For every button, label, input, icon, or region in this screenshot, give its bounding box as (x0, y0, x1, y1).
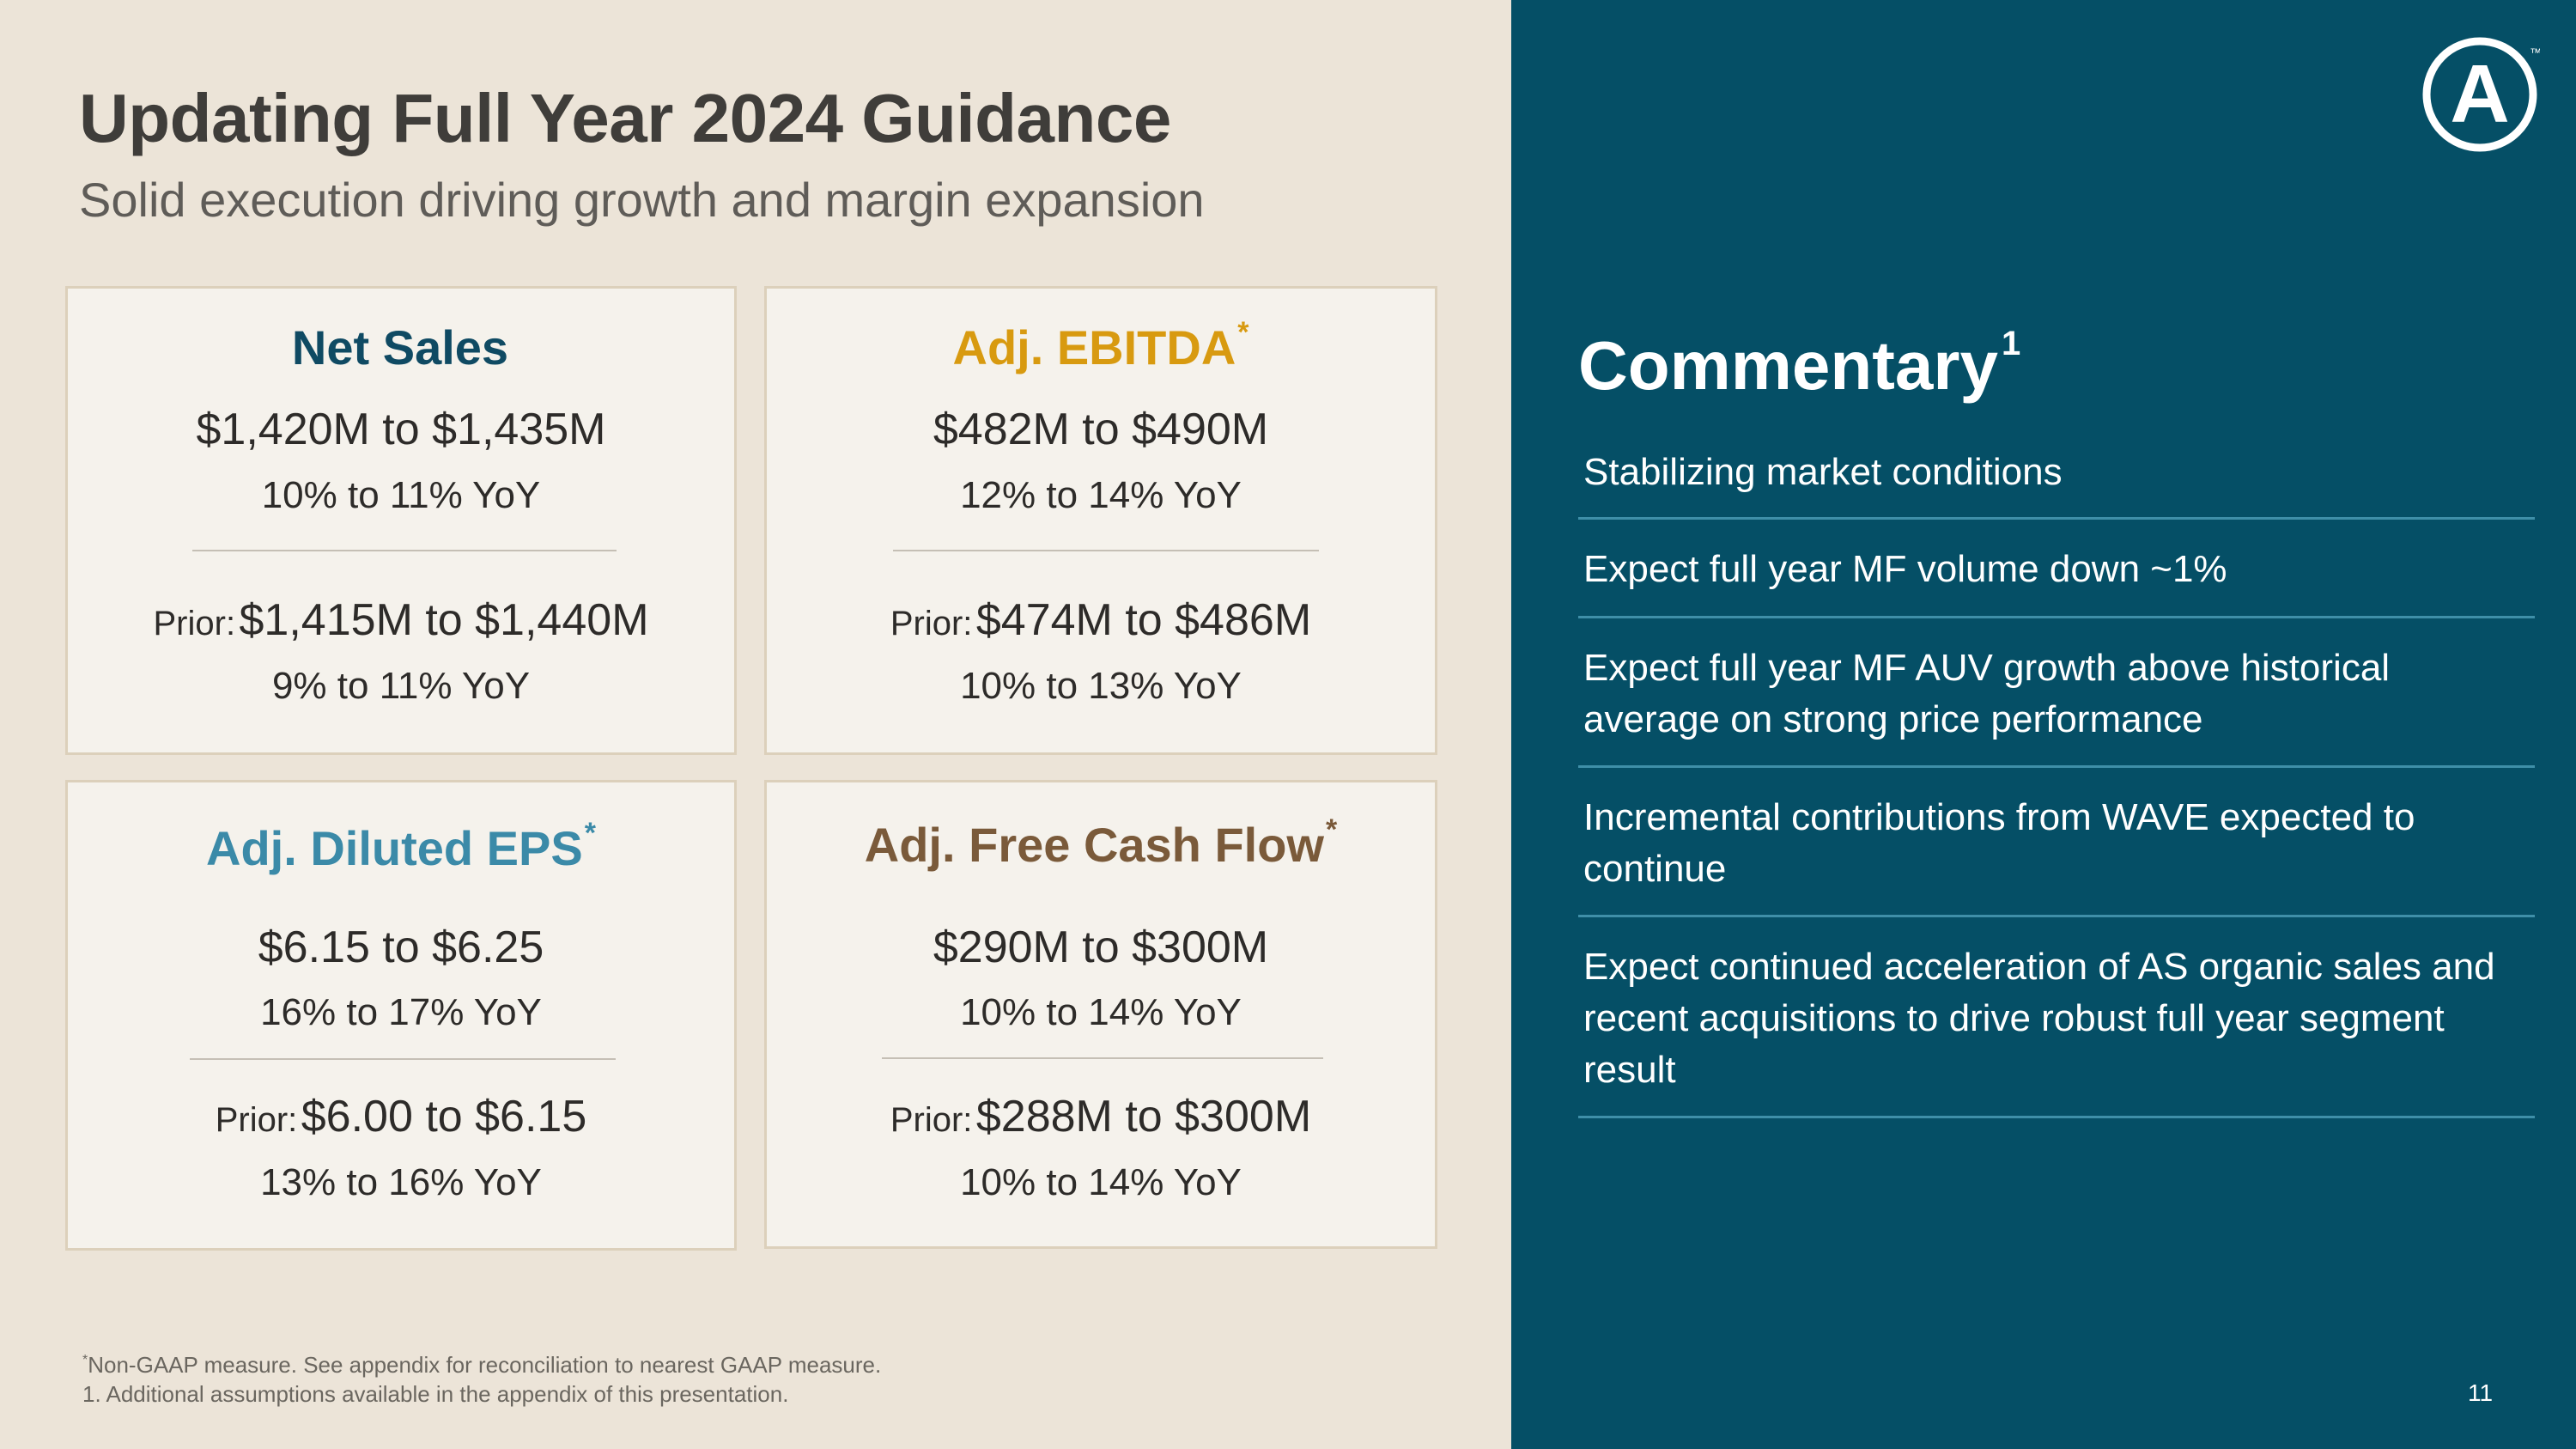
card-title-text: Net Sales (291, 320, 509, 374)
commentary-item-text: Expect continued acceleration of AS orga… (1583, 946, 2495, 1091)
commentary-item: Expect full year MF AUV growth above his… (1578, 618, 2535, 768)
asterisk: * (1325, 813, 1338, 846)
card-title: Adj. Diluted EPS* (68, 817, 734, 876)
logo-letter: A (2450, 48, 2509, 140)
commentary-item: Expect full year MF volume down ~1% (1578, 520, 2535, 618)
prior-range: $6.00 to $6.15 (301, 1092, 587, 1142)
card-divider (192, 550, 617, 551)
prior-row: Prior: $288M to $300M (767, 1091, 1435, 1142)
footnote-ref: 1 (2002, 325, 2021, 362)
prior-yoy: 10% to 14% YoY (960, 1161, 1242, 1203)
commentary-item: Expect continued acceleration of AS orga… (1578, 917, 2535, 1118)
card-divider (893, 550, 1319, 551)
prior-row: Prior: $6.00 to $6.15 (68, 1091, 734, 1142)
commentary-panel (1511, 0, 2576, 1449)
current-range: $6.15 to $6.25 (258, 922, 544, 972)
commentary-item-text: Expect full year MF AUV growth above his… (1583, 647, 2391, 740)
card-title-text: Adj. Free Cash Flow (864, 818, 1324, 872)
card-title: Net Sales (68, 316, 734, 375)
prior-range: $288M to $300M (975, 1092, 1312, 1142)
asterisk: * (584, 817, 596, 849)
footnote-marker: * (82, 1353, 88, 1367)
adj-ebitda-card: Adj. EBITDA* $482M to $490M 12% to 14% Y… (764, 286, 1437, 755)
prior-label: Prior: (215, 1101, 298, 1139)
asterisk: * (1237, 316, 1249, 349)
prior-yoy: 10% to 13% YoY (960, 665, 1242, 707)
current-range: $482M to $490M (933, 405, 1269, 454)
card-title: Adj. Free Cash Flow* (767, 813, 1435, 873)
current-range: $290M to $300M (933, 922, 1269, 972)
commentary-item-text: Expect full year MF volume down ~1% (1583, 548, 2227, 590)
current-yoy: 10% to 11% YoY (261, 474, 541, 516)
adj-free-cash-flow-card: Adj. Free Cash Flow* $290M to $300M 10% … (764, 780, 1437, 1249)
card-divider (882, 1057, 1323, 1059)
commentary-item-text: Stabilizing market conditions (1583, 451, 2063, 493)
prior-label: Prior: (890, 1101, 973, 1139)
trademark-mark: ™ (2530, 46, 2540, 59)
page-number: 11 (2468, 1379, 2494, 1406)
current-yoy: 10% to 14% YoY (960, 991, 1242, 1033)
adj-diluted-eps-card: Adj. Diluted EPS* $6.15 to $6.25 16% to … (65, 780, 737, 1251)
commentary-item: Incremental contributions from WAVE expe… (1578, 768, 2535, 917)
commentary-item-text: Incremental contributions from WAVE expe… (1583, 796, 2415, 890)
card-divider (190, 1058, 616, 1060)
current-yoy: 12% to 14% YoY (960, 474, 1242, 516)
commentary-title-text: Commentary (1578, 327, 1999, 404)
page-subtitle: Solid execution driving growth and margi… (79, 173, 1205, 227)
prior-label: Prior: (153, 605, 236, 642)
current-yoy: 16% to 17% YoY (260, 991, 542, 1033)
footnote-assumptions: 1. Additional assumptions available in t… (82, 1381, 789, 1407)
card-title-text: Adj. Diluted EPS (206, 821, 583, 875)
net-sales-card: Net Sales $1,420M to $1,435M 10% to 11% … (65, 286, 737, 755)
footnote-non-gaap: *Non-GAAP measure. See appendix for reco… (82, 1352, 881, 1379)
prior-row: Prior: $1,415M to $1,440M (68, 594, 734, 646)
prior-label: Prior: (890, 605, 973, 642)
prior-row: Prior: $474M to $486M (767, 594, 1435, 646)
prior-yoy: 9% to 11% YoY (271, 665, 531, 707)
card-title-text: Adj. EBITDA (952, 320, 1236, 374)
prior-yoy: 13% to 16% YoY (260, 1161, 542, 1203)
page-title: Updating Full Year 2024 Guidance (79, 80, 1171, 156)
prior-range: $474M to $486M (975, 595, 1312, 645)
commentary-title: Commentary 1 (1578, 325, 2020, 405)
commentary-item: Stabilizing market conditions (1578, 429, 2535, 520)
prior-range: $1,415M to $1,440M (239, 595, 649, 645)
company-logo-icon: A ™ (2420, 34, 2542, 155)
card-title: Adj. EBITDA* (767, 316, 1435, 375)
current-range: $1,420M to $1,435M (196, 405, 606, 454)
footnote-text: Non-GAAP measure. See appendix for recon… (88, 1352, 882, 1378)
